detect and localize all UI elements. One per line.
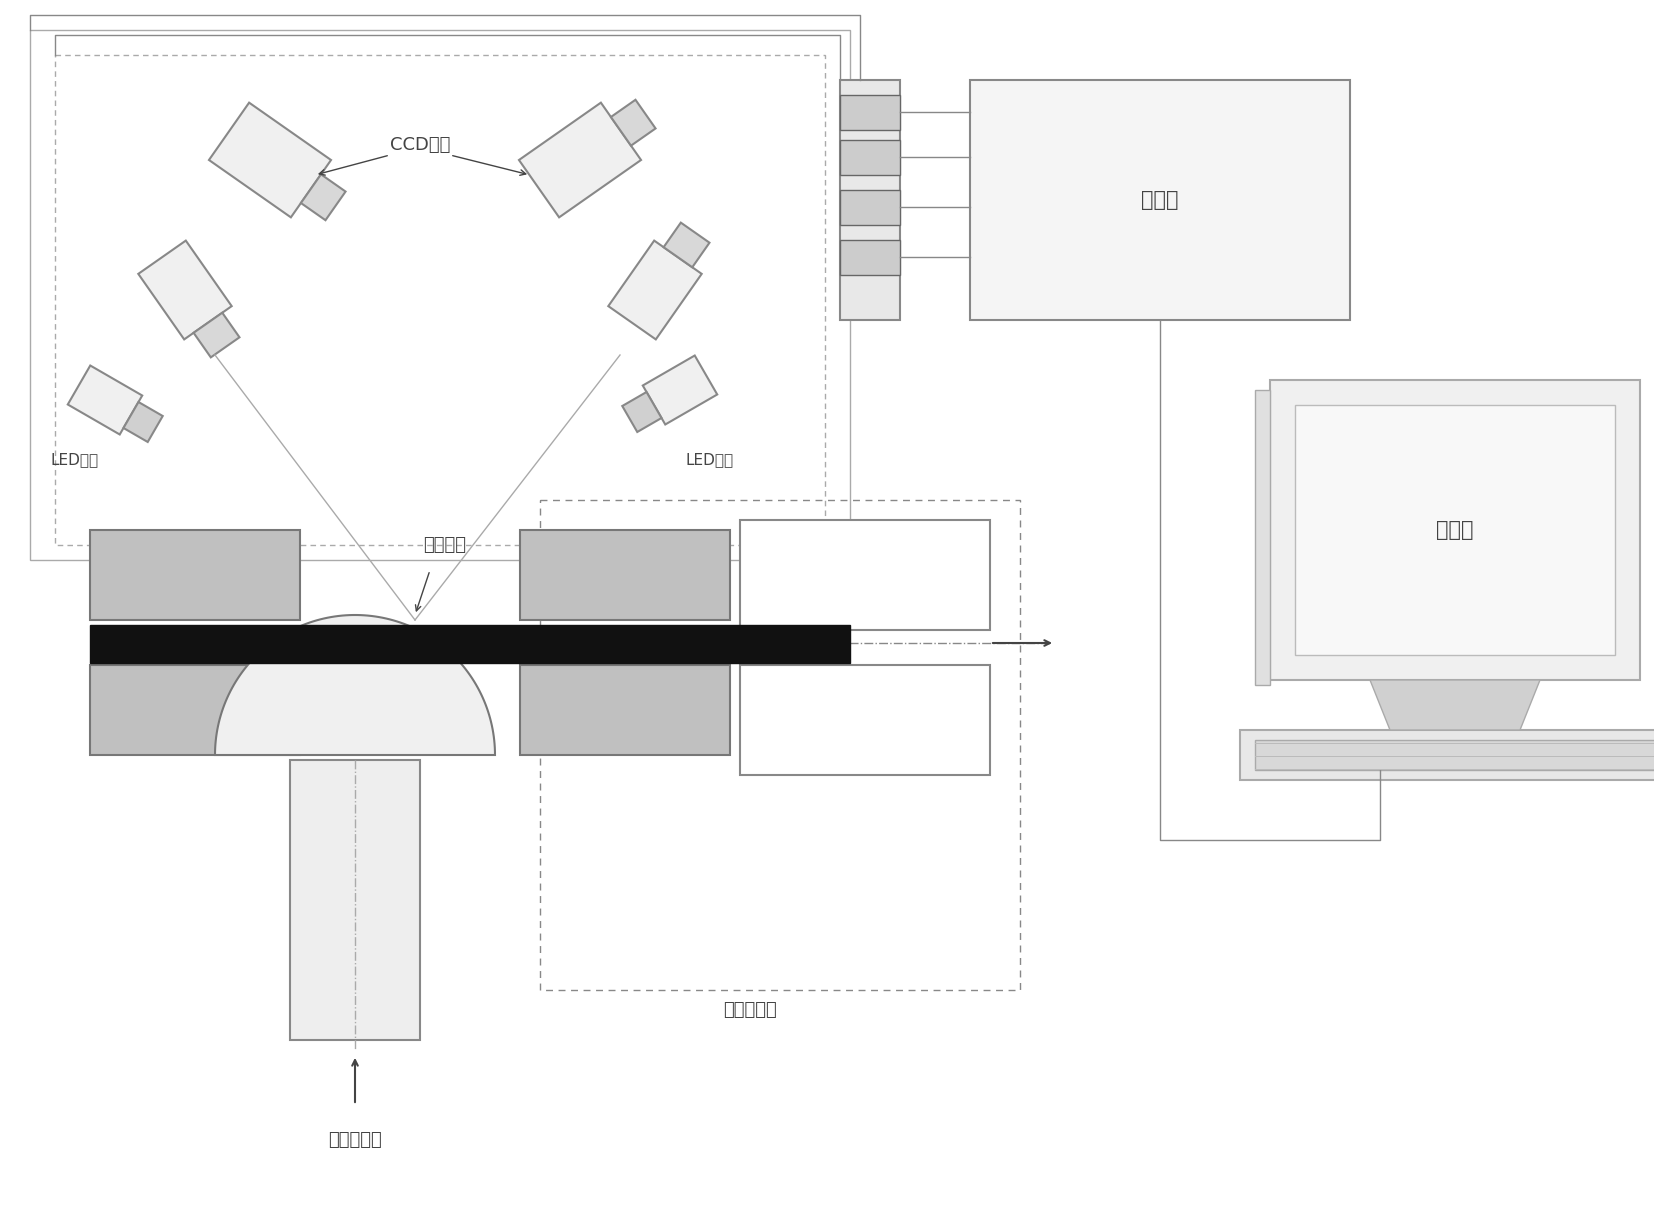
Bar xyxy=(55,55,825,545)
Bar xyxy=(519,665,729,754)
Polygon shape xyxy=(124,402,162,442)
Polygon shape xyxy=(519,103,642,217)
Bar xyxy=(289,761,420,1040)
Bar xyxy=(1240,730,1654,780)
Text: LED光源: LED光源 xyxy=(50,452,98,467)
Bar xyxy=(89,530,299,620)
Bar xyxy=(840,190,900,224)
Text: LED光源: LED光源 xyxy=(685,452,733,467)
Polygon shape xyxy=(68,365,142,434)
Bar xyxy=(1255,391,1270,685)
Text: 板料试样: 板料试样 xyxy=(423,536,466,554)
Polygon shape xyxy=(610,99,655,146)
Bar xyxy=(89,665,299,754)
Bar xyxy=(1270,380,1641,680)
Polygon shape xyxy=(1370,680,1540,730)
Text: 拉伸实验机: 拉伸实验机 xyxy=(723,1001,777,1019)
Bar xyxy=(89,625,850,664)
Polygon shape xyxy=(215,615,495,754)
Bar xyxy=(840,139,900,175)
Polygon shape xyxy=(622,392,662,432)
Bar xyxy=(1255,740,1654,770)
Bar xyxy=(1295,405,1614,655)
Bar xyxy=(840,240,900,275)
Bar xyxy=(739,665,991,775)
Polygon shape xyxy=(139,240,232,340)
Bar xyxy=(840,80,900,320)
Polygon shape xyxy=(301,175,346,221)
Text: 计算机: 计算机 xyxy=(1436,520,1474,540)
Polygon shape xyxy=(194,313,240,358)
Polygon shape xyxy=(208,103,331,217)
Polygon shape xyxy=(643,355,718,425)
Bar xyxy=(30,30,850,560)
Bar xyxy=(969,80,1350,320)
Bar xyxy=(739,520,991,630)
Bar xyxy=(840,95,900,130)
Bar xyxy=(539,500,1021,990)
Text: 板料成形机: 板料成形机 xyxy=(327,1131,382,1149)
Polygon shape xyxy=(609,240,701,340)
Text: 控制器: 控制器 xyxy=(1141,190,1179,210)
Text: CCD相机: CCD相机 xyxy=(390,136,450,154)
Bar xyxy=(519,530,729,620)
Polygon shape xyxy=(663,223,710,267)
